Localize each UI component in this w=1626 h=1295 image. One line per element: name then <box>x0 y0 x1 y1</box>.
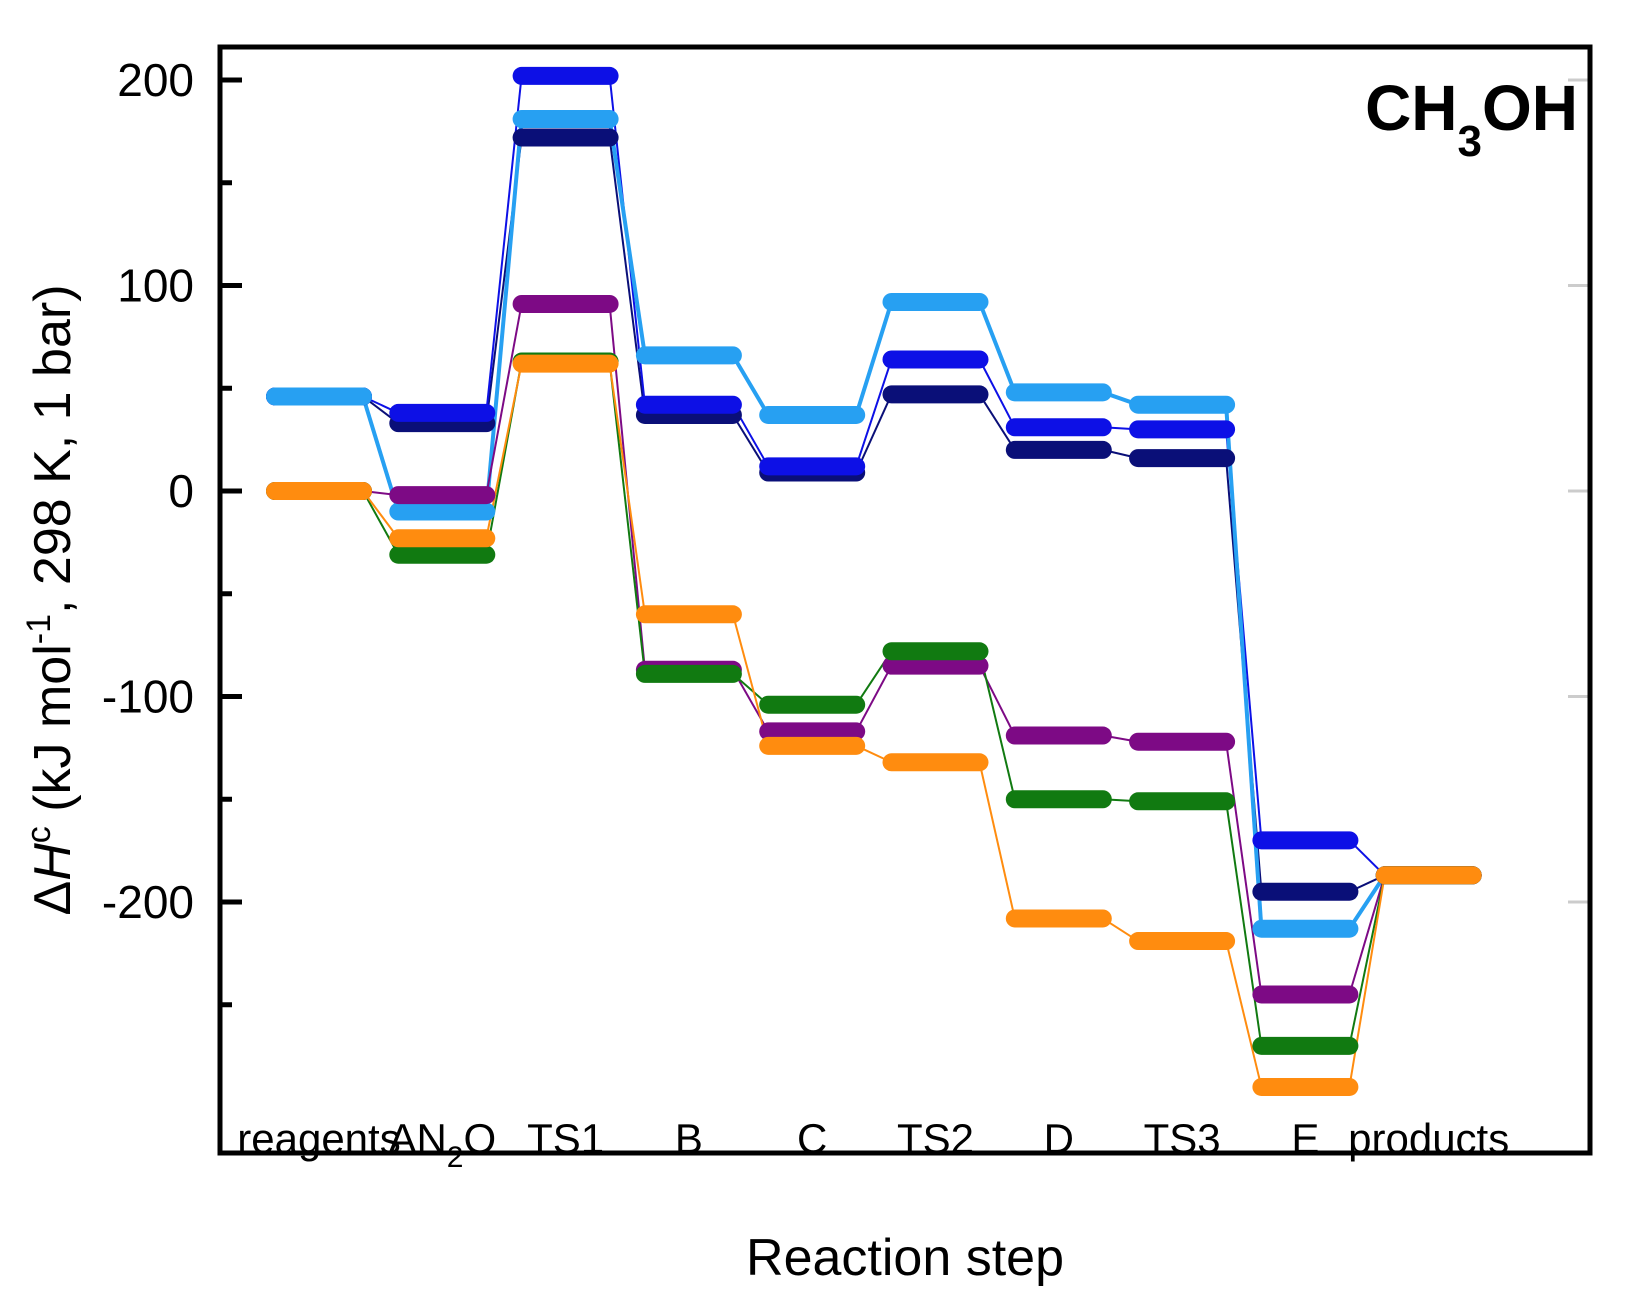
connector-purple <box>855 665 893 732</box>
connector-orange <box>731 614 770 747</box>
x-category-label: C <box>797 1115 827 1162</box>
connector-orange <box>1225 940 1263 1088</box>
connector-green <box>1348 875 1386 1047</box>
y-axis-title-symbol: H <box>24 843 82 881</box>
connector-light-blue <box>854 301 894 416</box>
connector-orange <box>608 363 646 615</box>
x-category-label: TS3 <box>1144 1115 1221 1162</box>
molecule-annotation-tail: OH <box>1482 72 1578 144</box>
x-axis-title: Reaction step <box>746 1229 1064 1287</box>
connector-navy <box>855 394 893 473</box>
energy-levels <box>266 66 1482 1096</box>
connector-light-blue <box>1347 874 1387 930</box>
x-category-label: TS1 <box>527 1115 604 1162</box>
y-axis-title-conditions: , 298 K, 1 bar) <box>24 284 82 614</box>
connector-purple <box>485 303 523 496</box>
y-tick-label: 0 <box>168 465 194 517</box>
y-axis-title: ΔHc (kJ mol-1, 298 K, 1 bar) <box>20 284 82 915</box>
x-category-label: E <box>1291 1115 1319 1162</box>
connector-blue <box>978 359 1016 428</box>
x-category-label: TS2 <box>897 1115 974 1162</box>
x-category-label: products <box>1348 1115 1509 1162</box>
molecule-annotation: CH3OH <box>1365 72 1578 166</box>
connector-purple <box>1348 875 1386 995</box>
connector-orange <box>362 490 400 539</box>
connector-light-blue <box>731 354 770 416</box>
y-tick-label: -100 <box>102 671 194 723</box>
x-category-label: B <box>675 1115 703 1162</box>
y-tick-label: 100 <box>117 260 194 312</box>
x-category-label: D <box>1044 1115 1074 1162</box>
x-category-label: AN2O <box>388 1115 496 1174</box>
connector-navy <box>608 137 646 416</box>
plot-frame <box>217 44 1593 1156</box>
connector-green <box>608 361 646 675</box>
y-axis-tick-labels: -200 -100 0 100 200 <box>102 54 194 928</box>
connector-purple <box>1225 741 1263 995</box>
molecule-annotation-subscript: 3 <box>1458 117 1482 166</box>
connector-light-blue <box>607 118 647 356</box>
x-category-label: reagents <box>237 1115 400 1162</box>
y-tick-label: 200 <box>117 54 194 106</box>
connector-light-blue <box>977 301 1017 394</box>
connector-navy <box>978 393 1016 451</box>
connector-orange <box>1348 875 1386 1088</box>
y-axis-title-units: (kJ mol <box>24 644 82 826</box>
connector-blue <box>855 359 893 467</box>
connector-light-blue <box>1224 404 1264 929</box>
molecule-annotation-main: CH <box>1365 72 1457 144</box>
connector-light-blue <box>484 118 524 512</box>
y-axis-title-units-exponent: -1 <box>20 614 58 644</box>
y-axis-title-prefix: Δ <box>24 881 82 916</box>
connector-green <box>978 651 1016 800</box>
y-tick-label: -200 <box>102 876 194 928</box>
y-axis-title-superscript: c <box>20 826 58 843</box>
connector-green <box>1225 801 1263 1046</box>
connector-orange <box>978 762 1016 919</box>
